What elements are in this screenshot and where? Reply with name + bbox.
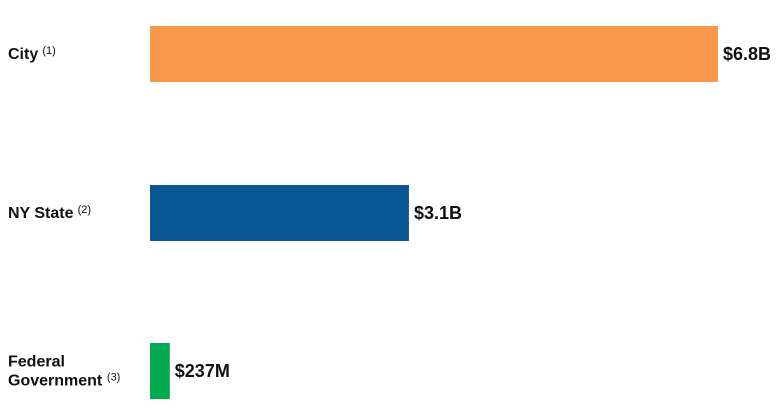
footnote-marker-city: (1)	[42, 45, 55, 57]
category-label-ny-state: NY State	[8, 205, 74, 222]
category-label-line: NY State	[8, 205, 74, 222]
category-label-federal-government: Federal Government	[8, 354, 103, 390]
value-label-federal-government: $237M	[175, 361, 230, 381]
footnote-marker-federal-government: (3)	[107, 372, 120, 384]
bar-federal-government	[150, 343, 170, 399]
value-label-ny-state: $3.1B	[414, 203, 462, 223]
bar-ny-state	[150, 185, 409, 241]
category-label-line: Government	[8, 373, 103, 390]
category-label-line: Federal	[8, 354, 65, 371]
value-label-city: $6.8B	[723, 44, 771, 64]
bar-city	[150, 26, 718, 82]
footnote-marker-ny-state: (2)	[78, 204, 91, 216]
category-label-line: City	[8, 46, 38, 63]
category-label-city: City	[8, 46, 38, 63]
